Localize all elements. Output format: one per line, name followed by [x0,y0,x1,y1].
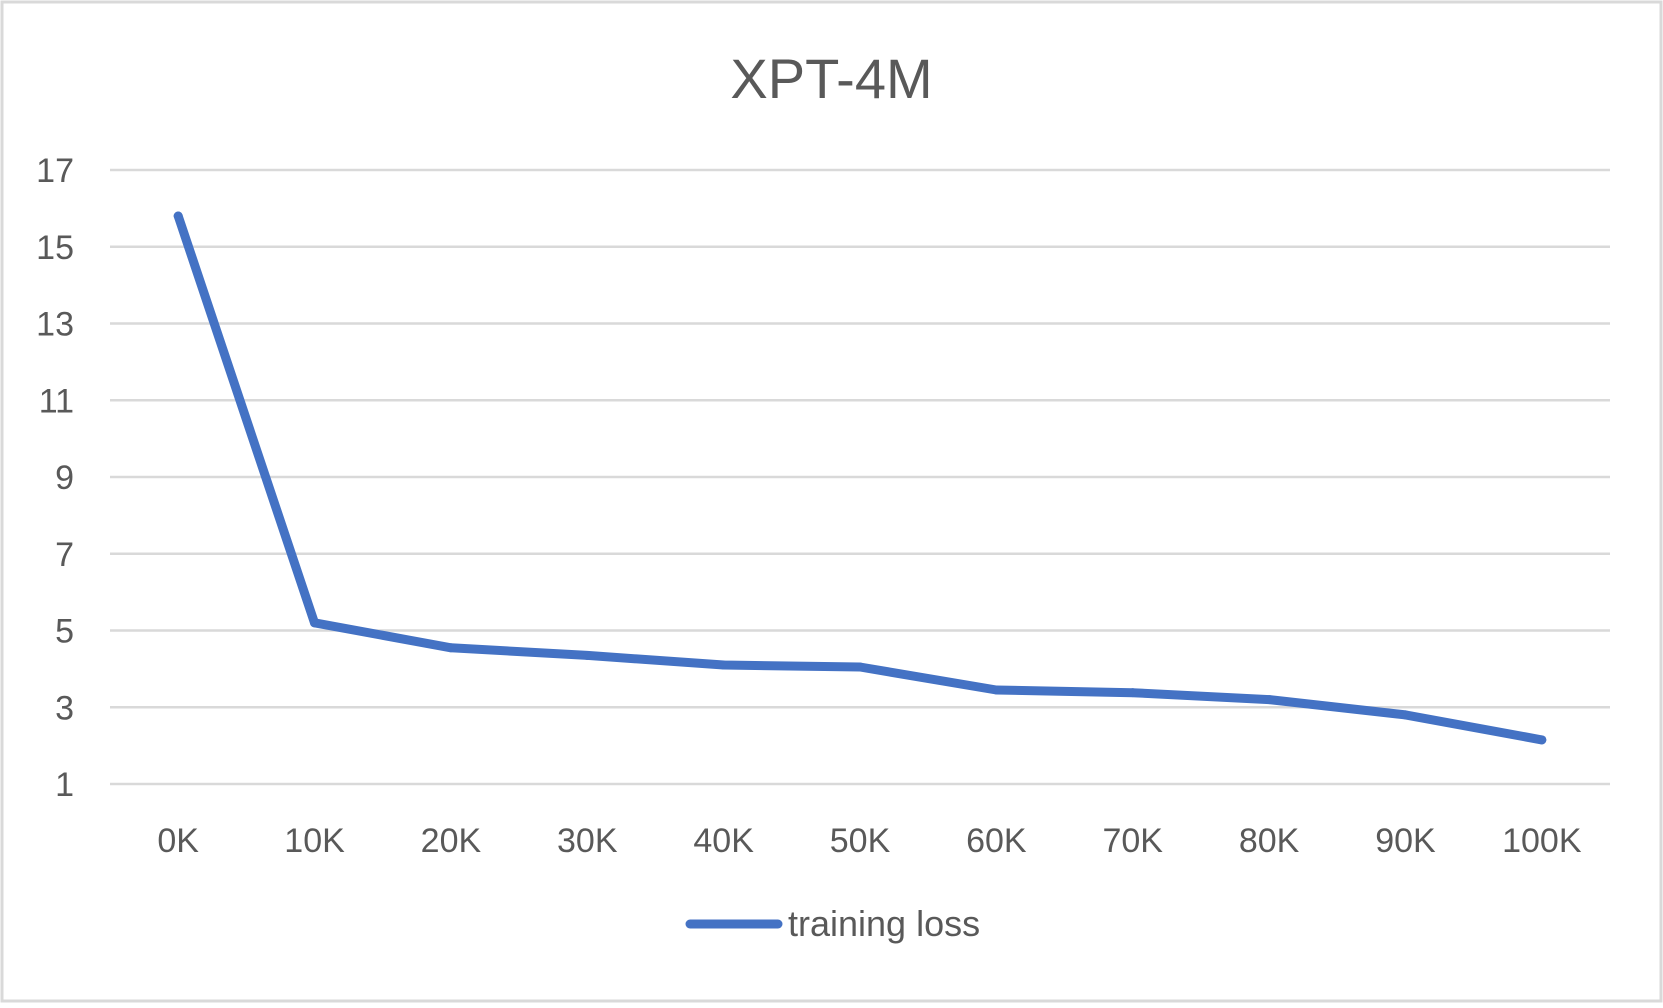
y-tick-label: 11 [39,382,74,420]
data-point [446,643,456,653]
y-tick-label: 1 [55,766,74,804]
x-tick-label: 10K [284,822,345,860]
x-tick-label: 90K [1375,822,1436,860]
y-tick-label: 3 [55,689,74,727]
x-tick-label: 30K [557,822,618,860]
gridlines [110,168,1610,786]
x-tick-label: 50K [830,822,891,860]
data-point [1537,735,1547,745]
data-point [719,660,729,670]
x-tick-label: 20K [421,822,482,860]
data-point [855,662,865,672]
x-tick-label: 100K [1502,822,1582,860]
chart-title: XPT-4M [730,47,932,110]
data-point [1400,710,1410,720]
y-tick-label: 15 [36,229,74,267]
x-tick-label: 80K [1239,822,1300,860]
y-tick-label: 9 [55,459,74,497]
data-point [1128,688,1138,698]
y-tick-label: 5 [55,613,74,651]
x-tick-label: 70K [1102,822,1163,860]
data-point [173,211,183,221]
legend: training loss [685,903,980,944]
data-point [582,650,592,660]
y-tick-label: 17 [36,152,74,190]
series-group [173,211,1547,745]
data-point [1264,695,1274,705]
data-point [310,618,320,628]
legend-label: training loss [788,903,980,944]
x-axis-tick-labels: 0K 10K 20K 30K 40K 50K 60K 70K 80K 90K 100K [157,822,1581,860]
y-tick-label: 7 [55,536,74,574]
x-tick-label: 0K [157,822,199,860]
x-tick-label: 60K [966,822,1027,860]
y-tick-label: 13 [36,306,74,344]
x-tick-label: 40K [693,822,754,860]
data-point [991,685,1001,695]
